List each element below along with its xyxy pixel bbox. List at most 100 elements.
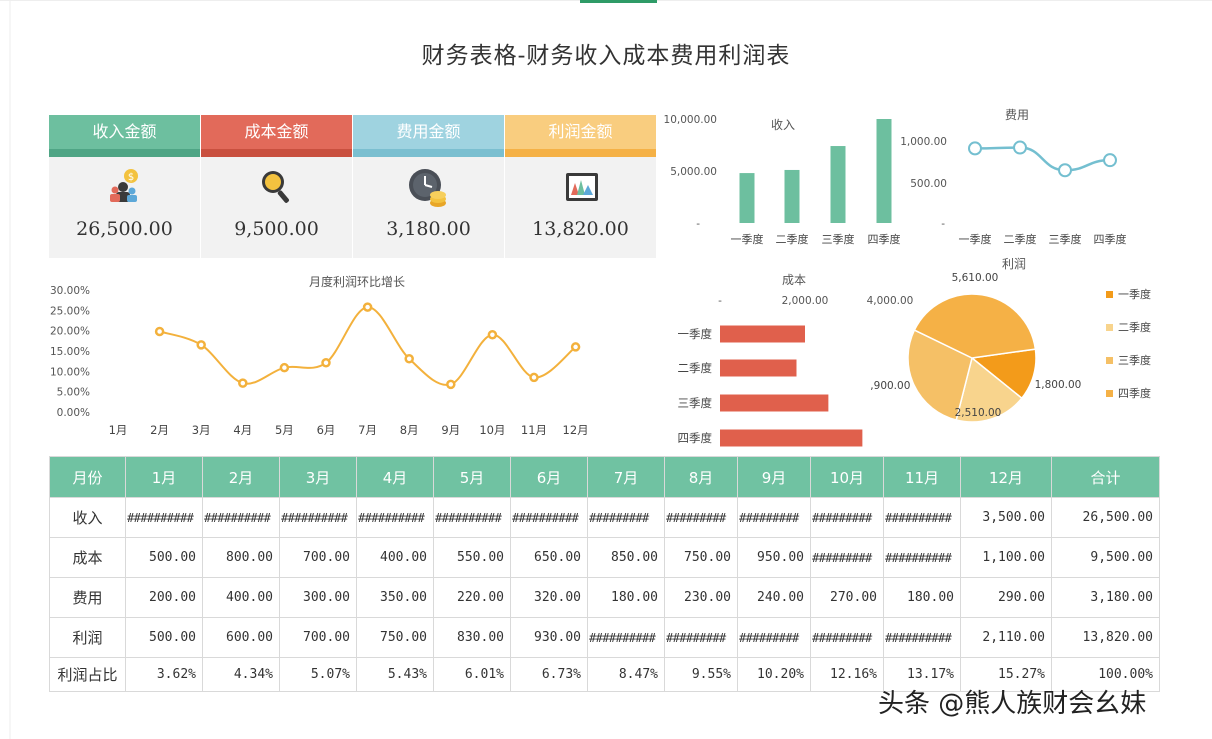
kpi-label: 收入金额 xyxy=(49,115,200,149)
cost-bar xyxy=(720,394,829,412)
growth-point xyxy=(196,340,206,350)
x-tick-label: 一季度 xyxy=(959,232,992,246)
table-header-cell: 5月 xyxy=(433,456,511,498)
growth-point xyxy=(362,302,373,312)
table-cell: 750.00 xyxy=(664,537,738,578)
table-cell: 800.00 xyxy=(202,537,280,578)
monthly-finance-table: 月份 1月 2月 3月 4月 5月 6月 7月 8月 9月 10月 11月 12月 合计 收入 ######… xyxy=(49,456,1160,692)
table-cell: 13,820.00 xyxy=(1051,617,1160,658)
x-tick-label: 四季度 xyxy=(1094,232,1127,246)
page-title: 财务表格-财务收入成本费用利润表 xyxy=(421,43,791,69)
x-tick-label: 7月 xyxy=(358,423,377,437)
magnifier-icon xyxy=(201,167,352,205)
table-cell: 270.00 xyxy=(810,577,884,618)
table-cell: 600.00 xyxy=(202,617,280,658)
revenue-bar xyxy=(876,119,892,223)
table-cell: 830.00 xyxy=(433,617,511,658)
y-tick-label: 10.00% xyxy=(50,366,90,378)
legend-swatch xyxy=(1106,390,1113,397)
table-header-cell: 合计 xyxy=(1051,456,1160,498)
x-tick-label: 2月 xyxy=(150,423,169,437)
y-tick-label: 20.00% xyxy=(50,326,90,338)
table-cell: 3,500.00 xyxy=(960,497,1052,538)
growth-point xyxy=(487,329,498,340)
table-cell: 5.07% xyxy=(279,657,357,692)
profit-pie-chart: 利润 1,800.00 2,510.00 3,900.00 5,610.00 一季度二… xyxy=(870,257,1151,423)
table-cell: 26,500.00 xyxy=(1051,497,1160,538)
table-row: 费用 200.00 400.00 300.00 350.00 220.00 320.00 18… xyxy=(49,577,1160,618)
table-cell: 3,180.00 xyxy=(1051,577,1160,618)
x-tick-label: 四季度 xyxy=(868,232,901,246)
table-header-cell: 7月 xyxy=(587,456,665,498)
table-cell: ######### xyxy=(664,497,738,538)
y-tick-label: 5.00% xyxy=(57,387,90,399)
y-tick-label: 三季度 xyxy=(678,396,713,410)
table-cell: ######### xyxy=(587,497,665,538)
table-cell: 300.00 xyxy=(279,577,357,618)
table-row: 利润占比 3.62% 4.34% 5.07% 5.43% 6.01% 6.73% 8.47% 9… xyxy=(49,657,1160,692)
table-cell: 850.00 xyxy=(587,537,665,578)
y-tick-label: 5,000.00 xyxy=(670,166,717,178)
revenue-bar-chart: 收入 10,000.00 5,000.00 - 一季度 二季度 三季度 四季度 xyxy=(664,114,901,246)
expense-point xyxy=(1058,163,1072,178)
x-tick-label: 6月 xyxy=(317,423,336,437)
table-cell: ########## xyxy=(202,497,280,538)
table-header-cell: 2月 xyxy=(202,456,280,498)
table-header-cell: 10月 xyxy=(810,456,884,498)
pie-value-label: 5,610.00 xyxy=(952,272,999,284)
growth-point xyxy=(446,379,456,390)
y-tick-label: - xyxy=(696,218,700,230)
revenue-bar xyxy=(739,173,755,223)
kpi-card-expense: 费用金额 3,180.00 xyxy=(353,115,504,258)
x-tick-label: 12月 xyxy=(563,423,589,437)
table-cell: 10.20% xyxy=(737,657,811,692)
legend-label: 三季度 xyxy=(1118,353,1151,367)
table-cell: 4.34% xyxy=(202,657,280,692)
table-cell: 700.00 xyxy=(279,537,357,578)
table-cell: 6.73% xyxy=(510,657,588,692)
growth-point xyxy=(321,358,331,368)
table-cell: 290.00 xyxy=(960,577,1052,618)
x-tick-label: 4,000.00 xyxy=(867,295,914,307)
table-cell: 2,110.00 xyxy=(960,617,1052,658)
table-cell: ######### xyxy=(810,617,884,658)
table-cell: 650.00 xyxy=(510,537,588,578)
table-header-cell: 3月 xyxy=(279,456,357,498)
growth-point xyxy=(529,372,539,383)
expense-point xyxy=(968,141,982,156)
cost-bar xyxy=(720,359,797,377)
table-header-cell: 4月 xyxy=(356,456,434,498)
expense-point xyxy=(1013,140,1027,155)
y-tick-label: 30.00% xyxy=(50,285,90,297)
growth-point xyxy=(570,342,581,352)
growth-point xyxy=(238,378,248,388)
table-cell: 100.00% xyxy=(1051,657,1160,692)
x-tick-label: 5月 xyxy=(275,423,294,437)
kpi-label: 费用金额 xyxy=(353,115,504,149)
monthly-profit-growth-chart: 月度利润环比增长 30.00% 25.00% 20.00% 15.00% 10.00% 5… xyxy=(50,274,589,437)
x-tick-label: 一季度 xyxy=(731,232,764,246)
table-cell: 3.62% xyxy=(125,657,203,692)
table-row: 成本 500.00 800.00 700.00 400.00 550.00 650.00 85… xyxy=(49,537,1160,578)
table-cell: 200.00 xyxy=(125,577,203,618)
table-row: 利润 500.00 600.00 700.00 750.00 830.00 930.00 ##… xyxy=(49,617,1160,658)
table-cell: 950.00 xyxy=(737,537,811,578)
revenue-bar xyxy=(830,146,846,223)
table-cell: 500.00 xyxy=(125,537,203,578)
y-tick-label: 25.00% xyxy=(50,305,90,317)
pie-value-label: 3,900.00 xyxy=(870,380,910,392)
table-cell: ######### xyxy=(810,497,884,538)
x-tick-label: 3月 xyxy=(192,423,211,437)
table-cell: ######### xyxy=(810,537,884,578)
table-cell: ######### xyxy=(737,617,811,658)
kpi-label: 利润金额 xyxy=(505,115,656,149)
table-cell: 180.00 xyxy=(883,577,961,618)
table-header-cell: 9月 xyxy=(737,456,811,498)
table-cell: 350.00 xyxy=(356,577,434,618)
growth-point xyxy=(279,362,290,373)
table-cell: ########## xyxy=(587,617,665,658)
kpi-card-profit: 利润金额 13,820.00 xyxy=(505,115,656,258)
row-label: 成本 xyxy=(49,537,126,578)
legend-swatch xyxy=(1106,357,1113,364)
